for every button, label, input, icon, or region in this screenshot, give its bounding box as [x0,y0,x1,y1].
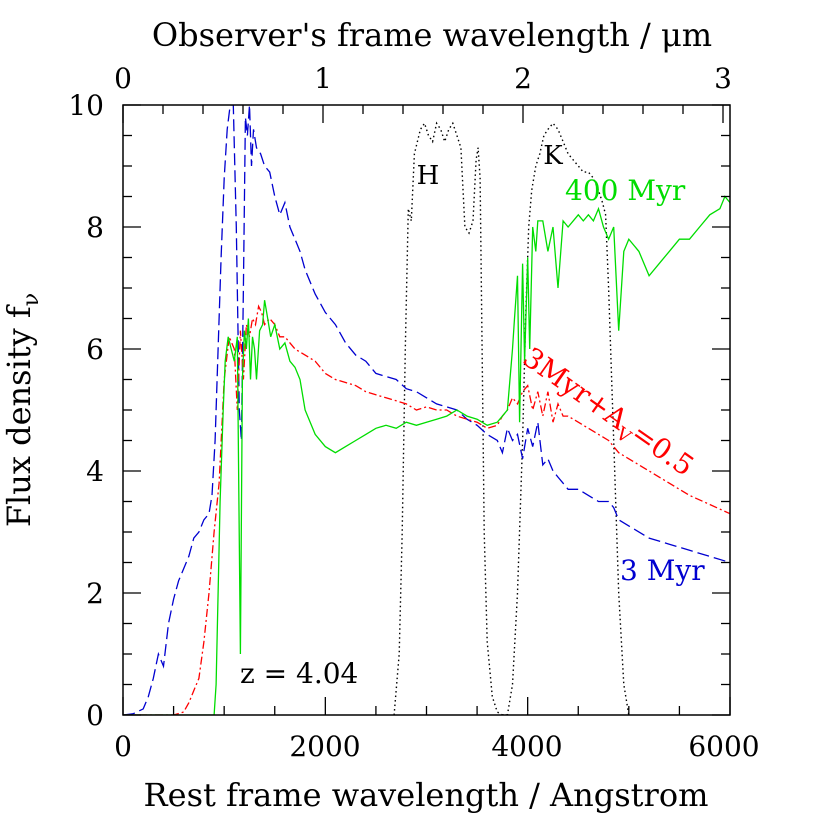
x-tick-label: 6000 [688,730,759,763]
label-3myr-av: 3Myr+AV=0.5 [514,341,700,487]
label-3myr: 3 Myr [620,554,705,587]
plot-lines [123,105,730,715]
y-tick-label: 10 [68,89,104,122]
y-axis-title-main: Flux density f [0,304,38,527]
y-tick-label: 2 [86,577,104,610]
x-tick-label: 2000 [289,730,360,763]
redshift-label: z = 4.04 [240,657,358,690]
y-tick-label: 4 [86,455,104,488]
filter-h-label: H [417,161,440,191]
label-400myr: 400 Myr [565,174,686,207]
series-400myr-line [123,195,730,715]
x2-tick-label: 2 [514,62,532,95]
x-tick-label: 0 [114,730,132,763]
y-tick-label: 6 [86,333,104,366]
filter-k-label: K [543,141,563,171]
y-tick-label: 0 [86,699,104,732]
y-axis-title: Flux density fν [0,293,44,527]
x2-tick-label: 1 [314,62,332,95]
x-axis-title: Rest frame wavelength / Angstrom [144,776,709,814]
y-tick-labels: 0 2 4 6 8 10 [68,89,104,732]
label-3myr-av-tail: =0.5 [625,417,700,483]
x-tick-label: 4000 [491,730,562,763]
y-axis-title-sub: ν [19,293,44,306]
label-3myr-av-main: 3Myr+A [517,341,634,437]
filter-curve-h [393,121,508,715]
x2-tick-label: 3 [714,62,732,95]
x2-tick-labels: 0 1 2 3 [114,62,732,95]
redshift-label-text: z = 4.04 [240,657,358,690]
series-3myr-line [123,105,730,715]
y-tick-label: 8 [86,211,104,244]
x2-axis-title: Observer's frame wavelength / μm [152,16,712,54]
axis-ticks [122,104,731,716]
series-3myr-av-line [123,304,730,715]
x2-tick-label: 0 [114,62,132,95]
x-tick-labels: 0 2000 4000 6000 [114,730,760,763]
